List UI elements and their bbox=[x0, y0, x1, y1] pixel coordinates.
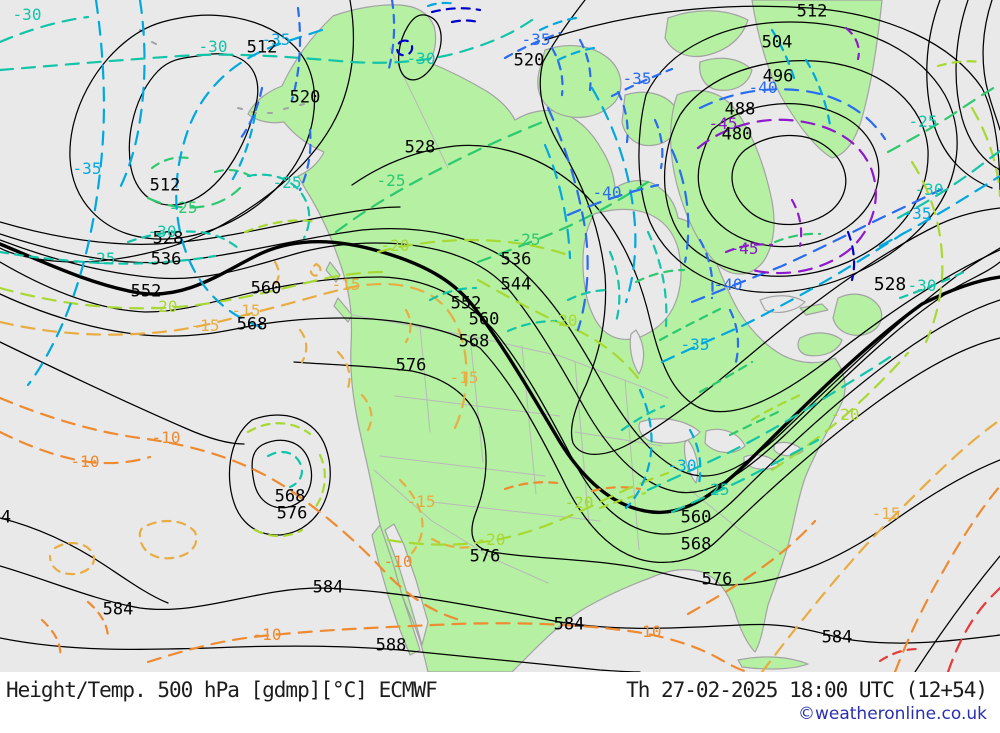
weather-map: 512 520 512 528 536 552 560 568 528 520 512 504 496 4… bbox=[0, 0, 1000, 672]
contour-552-bold bbox=[0, 239, 1000, 515]
vancouver-island bbox=[333, 297, 353, 323]
caption-bar: Height/Temp. 500 hPa [gdmp][°C] ECMWF Th… bbox=[0, 672, 1000, 733]
temperature-contours bbox=[0, 0, 1000, 672]
nova-scotia bbox=[797, 332, 843, 357]
landmass-layer bbox=[139, 0, 883, 672]
james-bay bbox=[629, 329, 645, 375]
baffin-island bbox=[670, 89, 775, 275]
chart-title: Height/Temp. 500 hPa [gdmp][°C] ECMWF bbox=[6, 678, 438, 702]
chart-datetime: Th 27-02-2025 18:00 UTC (12+54) bbox=[626, 678, 988, 702]
lake-michigan bbox=[683, 439, 699, 484]
height-contours bbox=[0, 0, 1000, 672]
north-america-landmass bbox=[247, 4, 846, 672]
anticosti-island bbox=[799, 303, 829, 316]
watermark-credit: ©weatheronline.co.uk bbox=[797, 704, 987, 724]
gulf-of-california bbox=[384, 523, 429, 646]
newfoundland-island bbox=[832, 293, 883, 336]
arctic-island bbox=[537, 45, 622, 119]
baja-california bbox=[371, 524, 421, 656]
hudson-bay bbox=[582, 208, 682, 340]
weather-map-svg bbox=[0, 0, 1000, 672]
cuba bbox=[737, 656, 809, 670]
lake-superior bbox=[638, 418, 701, 444]
water-layer bbox=[384, 208, 806, 646]
arctic-island bbox=[699, 57, 753, 91]
lake-huron bbox=[704, 428, 746, 453]
arctic-island bbox=[664, 10, 749, 58]
